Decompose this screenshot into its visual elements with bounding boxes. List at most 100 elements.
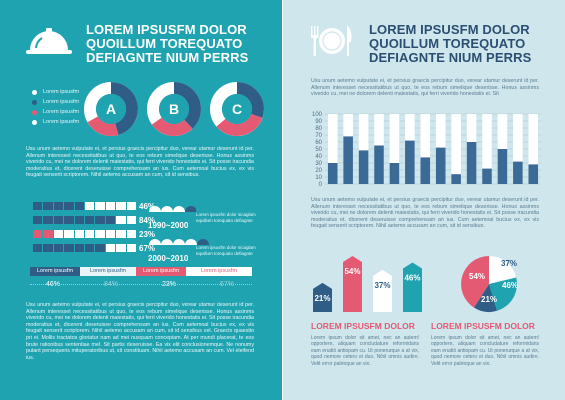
- y-tick-label: 10: [315, 175, 322, 181]
- tag-1: Lorem ipsusfm: [30, 267, 80, 276]
- y-tick-label: 100: [312, 112, 323, 118]
- hbar-percent: 84%: [139, 215, 156, 225]
- right-paragraph-2: Usu unum aetemo vulputate ei, et persius…: [311, 197, 539, 230]
- hbar-segment: [53, 216, 64, 224]
- y-tick-label: 40: [315, 154, 322, 160]
- hbar-row: 46%: [33, 201, 163, 211]
- bar: [513, 161, 523, 184]
- hbar-segment: [64, 202, 74, 210]
- hbar-segment: [126, 202, 137, 210]
- hbar-track: [33, 244, 137, 252]
- hbar-segment: [43, 202, 53, 210]
- hbar-segment: [33, 216, 43, 224]
- bar-background: [482, 114, 492, 184]
- arrow-bar: [343, 256, 362, 312]
- hbar-segment: [95, 216, 105, 224]
- hbar-segment: [64, 216, 74, 224]
- hbar-segment: [105, 216, 116, 224]
- hbar-segment: [74, 244, 85, 252]
- hbar-segment: [85, 216, 95, 224]
- donut-label: C: [232, 101, 242, 117]
- hbar-percent: 23%: [139, 229, 156, 239]
- left-title: LOREM IPSUSFM DOLOR QUOILLUM TOREQUATO D…: [86, 23, 248, 65]
- legend-item: Lorem ipsusfm: [32, 87, 79, 97]
- hbar-segment: [126, 216, 137, 224]
- hbar-segment: [33, 230, 43, 238]
- y-tick-label: 60: [315, 140, 322, 146]
- legend-item: Lorem ipsusfm: [32, 107, 79, 117]
- tag-2: Lorem ipsusfm: [80, 267, 136, 276]
- hbar-segment: [126, 244, 137, 252]
- pct-dots: [30, 284, 252, 285]
- cloche-row-icon: [149, 206, 197, 212]
- hbar-track: [33, 202, 137, 210]
- bar: [435, 147, 446, 184]
- pie-label: 37%: [501, 259, 517, 268]
- hbar-segment: [105, 202, 116, 210]
- y-tick-label: 30: [315, 161, 322, 167]
- year-description: Lorem ipsusfm dolor sicaglam equillum to…: [196, 212, 256, 223]
- legend-label: Lorem ipsusfm: [43, 99, 80, 105]
- hbar-row: 23%: [33, 229, 163, 239]
- hbar-segment: [53, 230, 64, 238]
- sub-title-2: LOREM IPSUSFM DOLOR: [431, 321, 535, 331]
- right-title-line: DEFIAGNTE NIUM PERRS: [369, 50, 532, 65]
- legend-label: Lorem ipsusfm: [43, 119, 80, 125]
- legend-label: Lorem ipsusfm: [43, 109, 80, 115]
- arrow-label: 21%: [314, 294, 330, 303]
- hbar-segment: [33, 202, 43, 210]
- hbar-percent: 46%: [139, 201, 156, 211]
- pie-chart: 37% 54% 46% 21%: [461, 256, 518, 312]
- hbar-segment: [74, 202, 85, 210]
- hbar-segment: [53, 202, 64, 210]
- bar: [497, 149, 508, 184]
- pie-label: 21%: [481, 295, 497, 304]
- bar-background: [451, 114, 461, 184]
- bar-background: [327, 114, 338, 184]
- bar: [374, 145, 384, 184]
- hbar-segment: [116, 202, 126, 210]
- donut-label: A: [106, 101, 116, 117]
- year-range-label: 1990~2000: [148, 221, 189, 230]
- tag-3: Lorem ipsusfm: [136, 267, 186, 276]
- bar-background: [528, 114, 539, 184]
- bar-background: [389, 114, 400, 184]
- hbar-segment: [85, 244, 95, 252]
- left-title-line: LOREM IPSUSFM DOLOR: [86, 22, 247, 37]
- year-description: Lorem ipsusfm dolor sicaglam equillum to…: [196, 245, 256, 256]
- year-block-1: 1990~2000: [148, 201, 258, 230]
- y-tick-label: 20: [315, 168, 322, 174]
- hbar-track: [33, 216, 137, 224]
- bar: [420, 157, 431, 184]
- hbar-segment: [105, 230, 116, 238]
- arrow-chart: 21% 54% 37% 46%: [313, 256, 422, 312]
- left-paragraph-2: Usu unum aetemo vulputate ei, et persius…: [26, 302, 254, 361]
- y-tick-label: 0: [319, 182, 323, 188]
- tag-4: Lorem ipsusfm: [186, 267, 252, 276]
- hbar-row: 84%: [33, 215, 163, 225]
- year-block-2: 2000~2010: [148, 234, 258, 263]
- bar-background: [513, 114, 523, 184]
- bar: [343, 136, 353, 184]
- left-title-line: DEFIAGNTE NIUM PERRS: [86, 50, 249, 65]
- bar: [466, 142, 477, 184]
- sub-title-1: LOREM IPSUSFM DOLOR: [311, 321, 415, 331]
- hbar-segment: [43, 244, 53, 252]
- right-title-line: QUOILLUM TOREQUATO: [369, 36, 526, 51]
- hbar-segment: [53, 244, 64, 252]
- legend-item: Lorem ipsusfm: [32, 117, 79, 127]
- sub-text-2: Lorem ipsum dolor sit amet, nec an autem…: [431, 335, 539, 367]
- hbar-track: [33, 230, 137, 238]
- bar: [327, 163, 338, 184]
- left-paragraph-1: Usu unum aetemo vulputate ei, et persius…: [26, 146, 254, 179]
- plate-cutlery-icon: [311, 26, 352, 56]
- arrow-label: 46%: [404, 274, 420, 283]
- left-title-line: QUOILLUM TOREQUATO: [86, 36, 243, 51]
- donut-charts: A B C: [84, 82, 264, 136]
- left-page: LOREM IPSUSFM DOLOR QUOILLUM TOREQUATO D…: [0, 0, 282, 400]
- arrow-label: 37%: [374, 281, 390, 290]
- hbar-segment: [74, 230, 85, 238]
- sub-text-1: Lorem ipsum dolor sit amet, nec an autem…: [311, 335, 419, 367]
- bar-background: [420, 114, 431, 184]
